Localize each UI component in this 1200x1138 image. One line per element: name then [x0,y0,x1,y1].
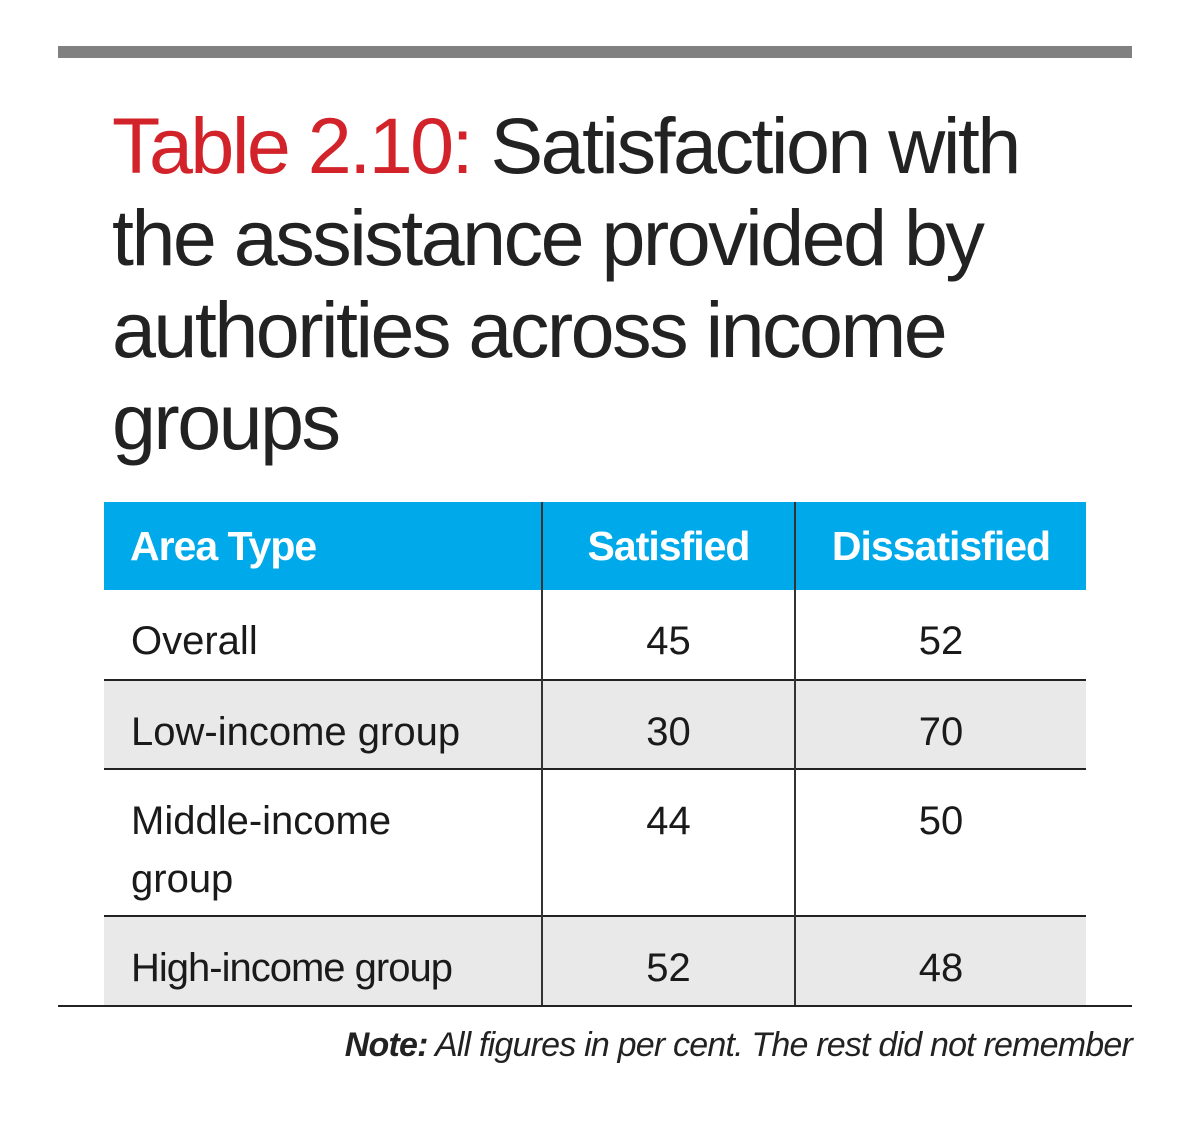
bottom-rule [58,1005,1132,1007]
table-row: High-income group 52 48 [104,915,1086,1005]
row-label: Middle-income group [131,799,392,901]
table-title-text: Satisfaction with the assistance provide… [112,101,1021,466]
row-label: High-income group [131,946,453,990]
row-label: Low-income group [131,710,461,754]
header-row: Area Type Satisfied Dissatisfied [104,502,1086,590]
cell-value: 30 [646,710,691,754]
table-number: Table 2.10: [112,101,474,190]
cell-value: 45 [646,619,691,663]
table-row: Low-income group 30 70 [104,679,1086,769]
cell-value: 52 [918,619,964,663]
data-table: Area Type Satisfied Dissatisfied Overall… [104,502,1086,1005]
cell-value: 52 [646,946,691,990]
row-label: Overall [131,619,258,663]
column-header: Dissatisfied [795,502,1086,590]
cell-value: 50 [918,799,964,843]
table-title: Table 2.10: Satisfaction with the assist… [112,100,1112,468]
table-row: Middle-income group 44 50 [104,768,1086,916]
column-header: Area Type [104,502,542,590]
note-text: All figures in per cent. The rest did no… [435,1026,1133,1064]
table-row: Overall 45 52 [104,590,1086,680]
footnote: Note: All figures in per cent. The rest … [344,1026,1133,1065]
cell-value: 48 [918,946,964,990]
column-header: Satisfied [541,502,796,590]
top-rule [58,46,1132,58]
note-label: Note: [344,1026,429,1064]
cell-value: 44 [646,799,691,843]
cell-value: 70 [918,710,964,754]
